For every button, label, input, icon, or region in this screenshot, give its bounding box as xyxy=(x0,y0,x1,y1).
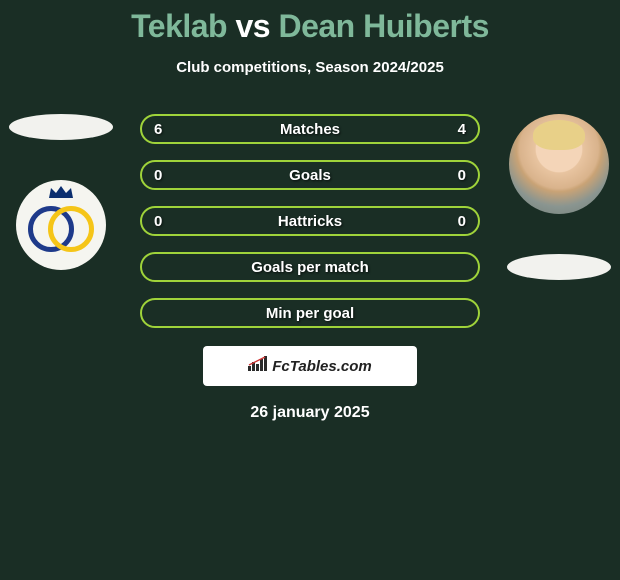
watermark-text: FcTables.com xyxy=(272,358,371,375)
right-column xyxy=(504,114,614,280)
player2-name: Dean Huiberts xyxy=(278,8,488,44)
stat-right-value: 4 xyxy=(446,121,466,138)
stat-label: Goals xyxy=(289,167,331,184)
stat-right-value: 0 xyxy=(446,167,466,184)
date-text: 26 january 2025 xyxy=(0,404,620,422)
player1-name: Teklab xyxy=(131,8,227,44)
badge-ring-yellow xyxy=(48,206,94,252)
stat-left-value: 6 xyxy=(154,121,174,138)
stat-row-hattricks: 0 Hattricks 0 xyxy=(140,206,480,236)
stat-right-value: 0 xyxy=(446,213,466,230)
stat-label: Min per goal xyxy=(266,305,354,322)
player2-photo xyxy=(509,114,609,214)
bar-chart-icon xyxy=(248,356,268,377)
player2-club-badge-placeholder xyxy=(507,254,611,280)
left-column xyxy=(6,114,116,270)
stat-left-value: 0 xyxy=(154,167,174,184)
page-title: Teklab vs Dean Huiberts xyxy=(0,0,620,45)
stat-label: Hattricks xyxy=(278,213,342,230)
stat-label: Goals per match xyxy=(251,259,369,276)
stat-row-goals: 0 Goals 0 xyxy=(140,160,480,190)
stat-row-goals-per-match: Goals per match xyxy=(140,252,480,282)
stat-row-min-per-goal: Min per goal xyxy=(140,298,480,328)
stat-row-matches: 6 Matches 4 xyxy=(140,114,480,144)
watermark: FcTables.com xyxy=(203,346,417,386)
crown-icon xyxy=(47,184,75,200)
stat-left-value: 0 xyxy=(154,213,174,230)
comparison-content: 6 Matches 4 0 Goals 0 0 Hattricks 0 Goal… xyxy=(0,114,620,422)
player1-club-badge xyxy=(16,180,106,270)
stat-label: Matches xyxy=(280,121,340,138)
player1-photo-placeholder xyxy=(9,114,113,140)
stats-list: 6 Matches 4 0 Goals 0 0 Hattricks 0 Goal… xyxy=(140,114,480,328)
subtitle: Club competitions, Season 2024/2025 xyxy=(0,59,620,76)
vs-text: vs xyxy=(235,8,270,44)
